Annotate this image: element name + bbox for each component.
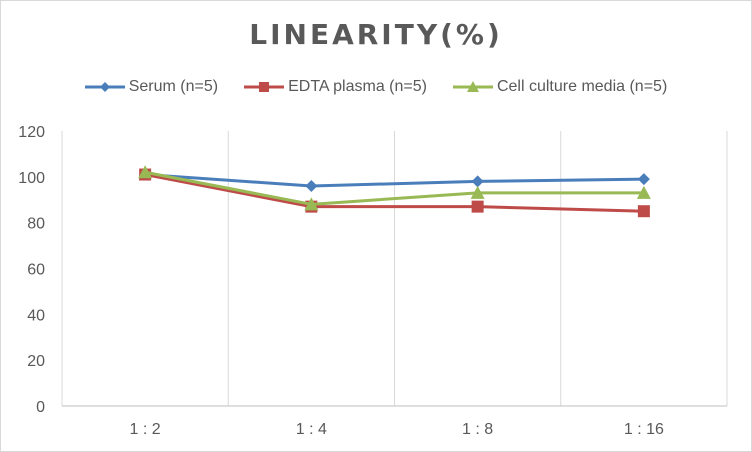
x-tick-label: 1 : 2: [130, 421, 161, 438]
x-tick-label: 1 : 16: [624, 421, 664, 438]
data-point-diamond: [637, 173, 650, 186]
legend-label-edta-plasma: EDTA plasma (n=5): [288, 78, 427, 95]
data-point-square: [637, 205, 650, 218]
legend-label-serum: Serum (n=5): [128, 78, 219, 95]
legend-marker-cell-culture-media: [452, 81, 493, 92]
y-tick-label: 100: [18, 170, 45, 187]
x-tick-label: 1 : 8: [462, 421, 493, 438]
legend-entry-edta-plasma: EDTA plasma (n=5): [244, 78, 427, 96]
y-tick-label: 20: [27, 353, 45, 370]
chart-title: LINEARITY(%): [249, 18, 503, 51]
series-line-1: [144, 173, 644, 213]
y-tick-label: 120: [18, 124, 45, 141]
x-tick-label: 1 : 4: [296, 421, 327, 438]
legend-entry-cell-culture-media: Cell culture media (n=5): [452, 78, 668, 96]
data-point-square: [471, 200, 484, 213]
data-point-diamond: [305, 180, 318, 192]
legend-marker-serum: [84, 82, 125, 92]
series-line-0: [145, 173, 644, 188]
data-point-triangle: [470, 185, 485, 199]
legend: Serum (n=5) EDTA plasma (n=5) Cell cultu…: [0, 78, 752, 96]
y-tick-label: 0: [36, 399, 45, 416]
y-tick-label: 60: [27, 262, 45, 279]
legend-entry-serum: Serum (n=5): [84, 78, 219, 96]
legend-marker-edta-plasma: [244, 82, 285, 92]
y-tick-label: 80: [27, 216, 45, 233]
series-line-2: [144, 170, 644, 206]
y-tick-label: 40: [27, 307, 45, 324]
data-point-diamond: [471, 175, 484, 188]
data-point-triangle: [138, 165, 153, 179]
legend-label-cell-culture-media: Cell culture media (n=5): [496, 78, 668, 95]
data-point-triangle: [636, 185, 651, 199]
data-point-triangle: [304, 197, 319, 211]
